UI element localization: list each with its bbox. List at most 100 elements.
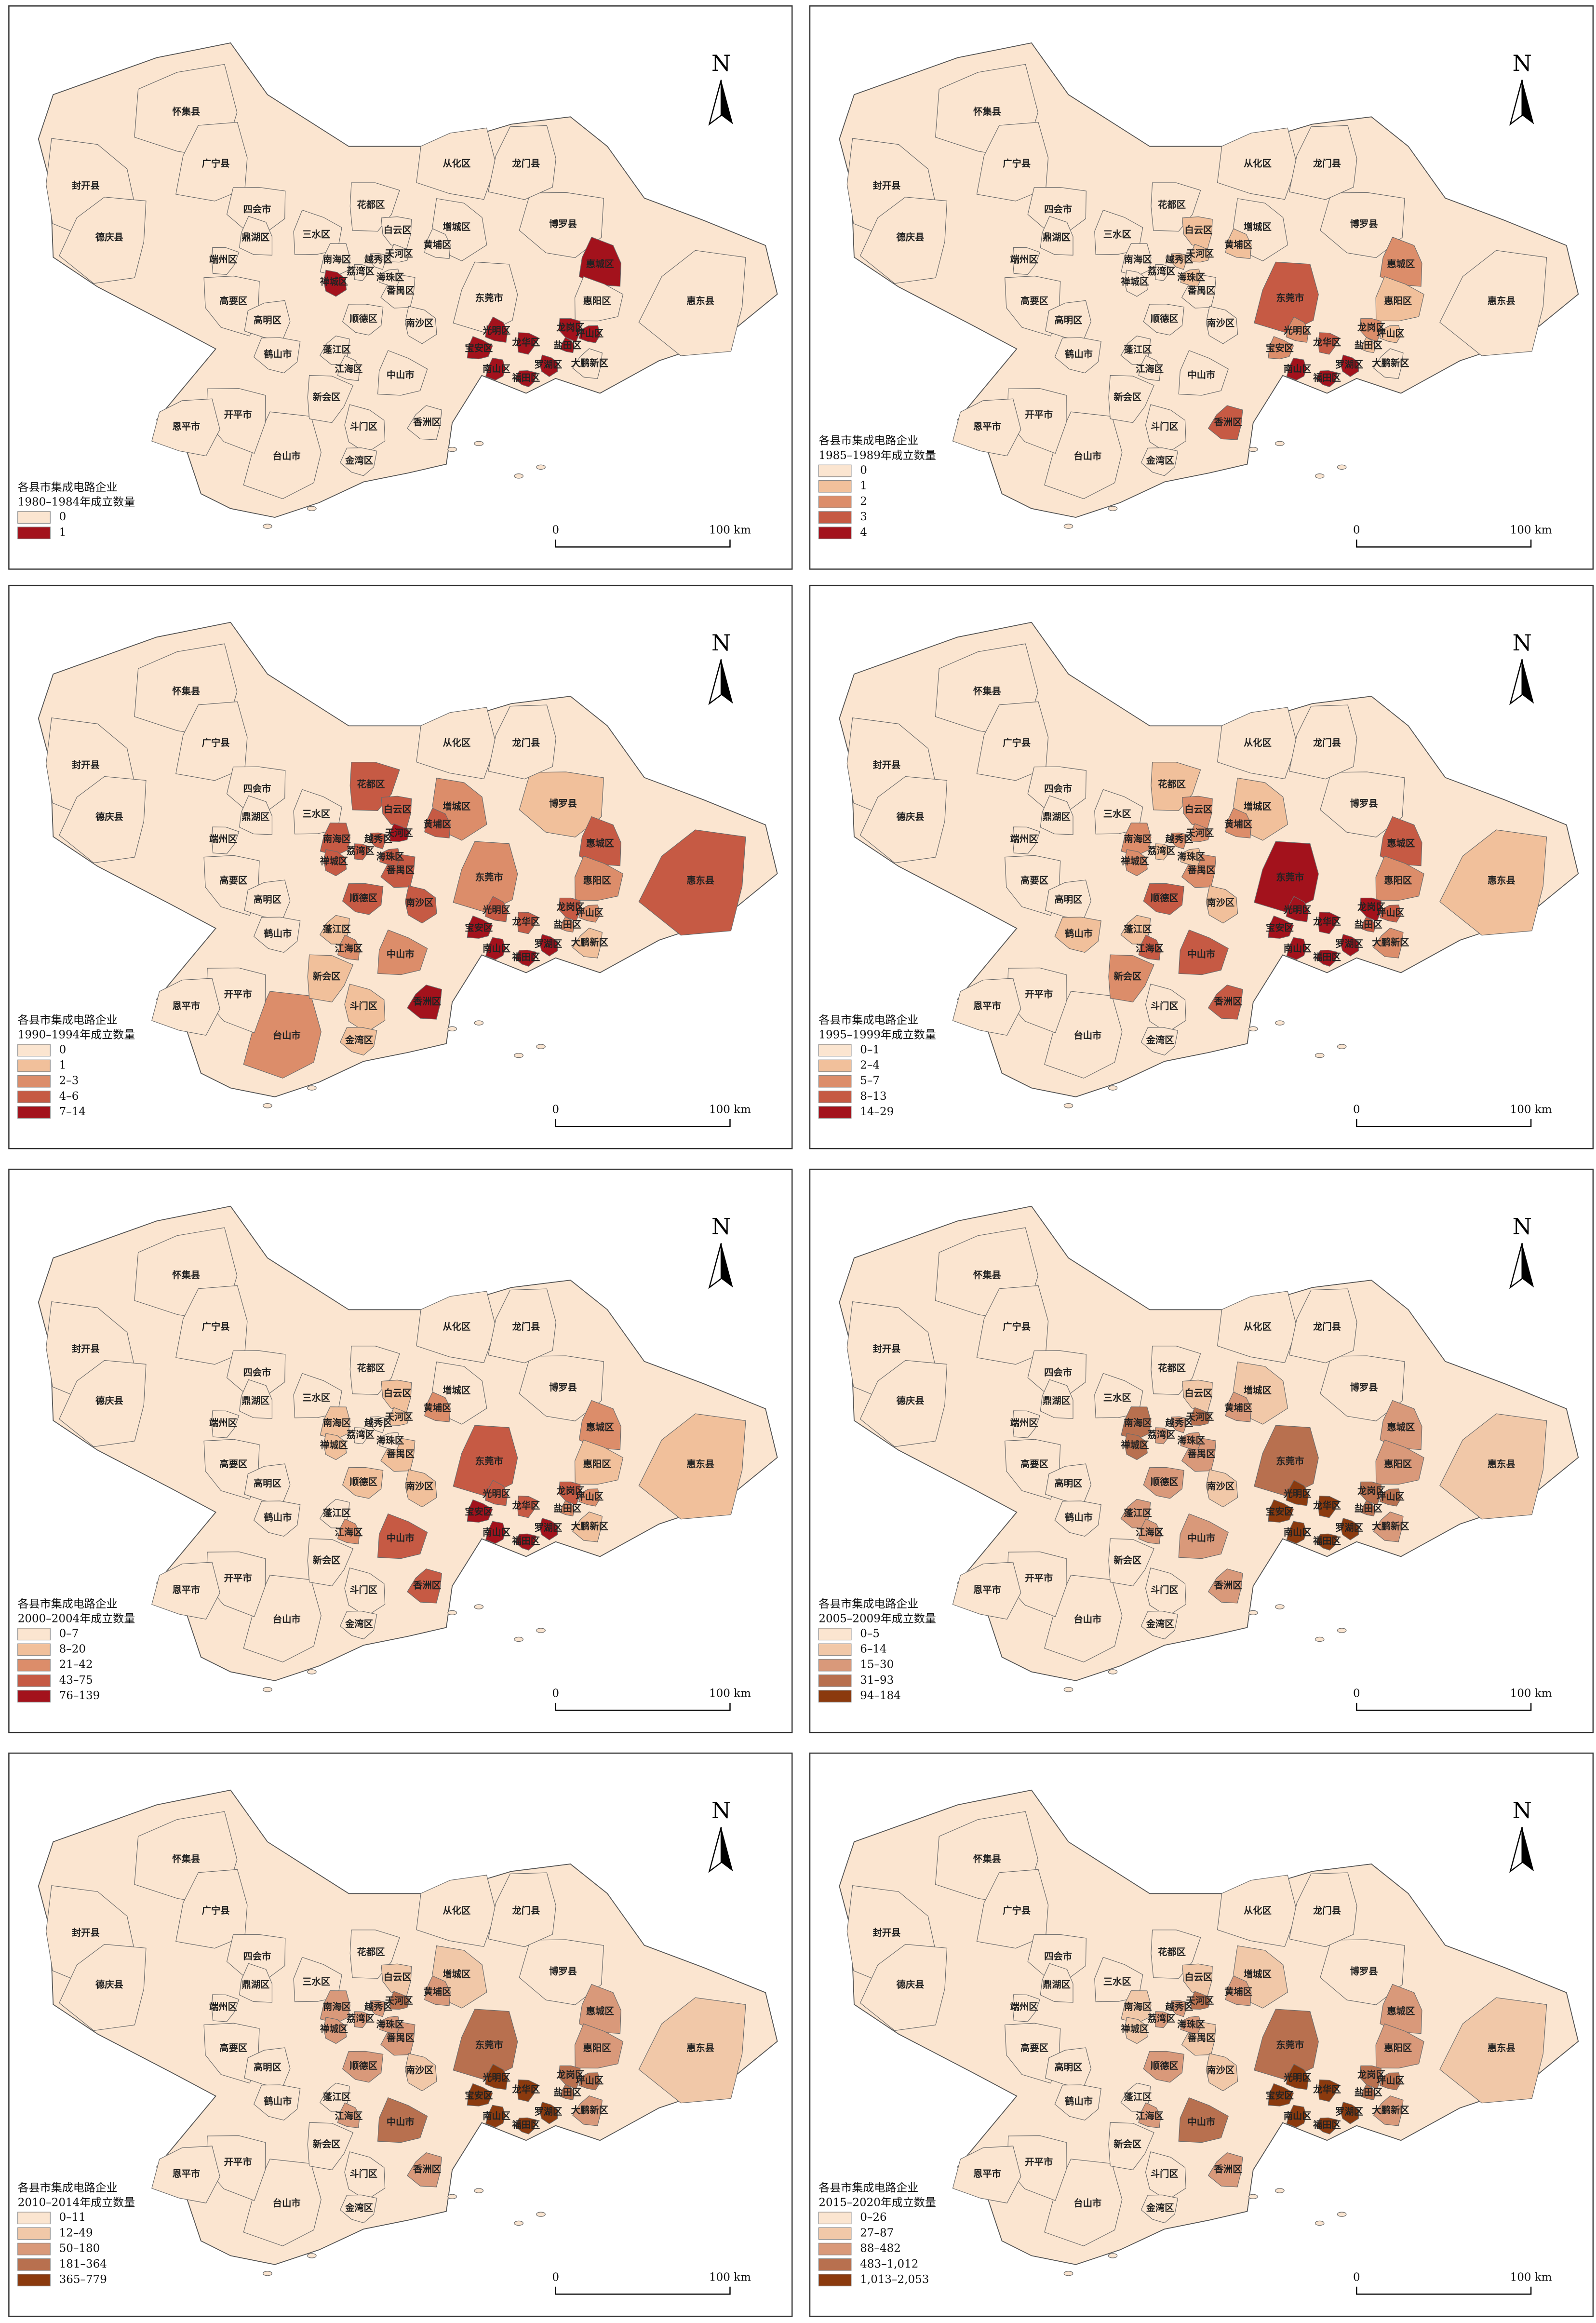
north-label: N [1513,1214,1532,1240]
legend-swatch [818,1628,852,1641]
scale-bar [555,540,731,548]
district [1439,1997,1547,2104]
district [1340,2102,1359,2124]
place-label: 南山区 [483,2110,510,2121]
district [1138,355,1161,381]
district [1178,2097,1229,2143]
legend-label: 2 [860,495,867,508]
place-label: 龙门县 [1313,737,1341,748]
place-label: 惠阳区 [583,875,611,886]
district [424,1391,451,1422]
legend-title: 各县市集成电路企业 [18,481,118,494]
place-label: 端州区 [1010,1417,1038,1428]
district [1254,841,1319,913]
place-label: 禅城区 [1121,2023,1149,2034]
place-label: 南沙区 [1207,2065,1234,2076]
place-label: 从化区 [1244,1321,1272,1332]
place-label: 台山市 [1073,450,1101,461]
legend-label: 1 [59,1059,67,1071]
legend-label: 4 [860,526,867,539]
place-label: 香洲区 [413,2164,441,2175]
legend-swatch [17,2227,51,2240]
legend-label: 1 [860,480,867,492]
place-label: 惠城区 [586,2006,614,2017]
island [307,506,317,511]
place-label: 惠东县 [1488,1459,1516,1470]
legend-swatch [17,511,51,524]
legend-label: 8–20 [59,1643,86,1655]
district [339,2194,377,2224]
place-label: 博罗县 [1350,1382,1378,1393]
place-label: 蓬江区 [323,1507,351,1518]
island [536,2212,546,2217]
place-label: 荔湾区 [1148,2013,1176,2024]
place-label: 南山区 [1284,2110,1312,2121]
place-label: 福田区 [511,2120,540,2131]
place-label: 鼎湖区 [241,232,269,243]
district [578,1984,621,2034]
district [344,2151,386,2201]
legend-label: 0 [860,464,867,477]
district [1145,404,1186,454]
place-label: 天河区 [385,1995,413,2006]
district [239,1963,273,2003]
place-label: 金湾区 [345,1034,373,1045]
district [976,1869,1049,1949]
place-label: 鹤山市 [1065,349,1093,360]
place-label: 禅城区 [320,1439,348,1450]
place-label: 大鹏新区 [1372,1521,1409,1532]
district [484,896,508,922]
place-label: 惠城区 [1387,258,1415,270]
island [447,1026,457,1032]
district [1286,1521,1307,1544]
district [353,264,371,281]
district [379,269,401,287]
place-label: 大鹏新区 [571,2105,608,2116]
place-label: 怀集县 [172,1270,200,1281]
place-label: 南山区 [1284,1526,1312,1538]
place-label: 福田区 [511,1536,540,1547]
district [1012,247,1041,275]
place-label: 龙华区 [1313,337,1341,348]
place-label: 顺德区 [1151,2060,1179,2071]
district [1171,1416,1187,1433]
legend-title: 各县市集成电路企业 [818,434,918,447]
district [339,447,377,476]
scale-label: 0 [1353,1103,1360,1116]
place-label: 高明区 [1055,314,1083,325]
place-label: 高明区 [254,314,282,325]
legend-swatch [17,1106,51,1119]
place-label: 光明区 [482,905,510,916]
district [519,771,604,837]
district [211,1410,240,1438]
legend-label: 3 [860,511,867,523]
district [578,2072,601,2091]
place-label: 大鹏新区 [1372,2105,1409,2116]
legend-label: 2–4 [860,1059,880,1071]
legend-label: 43–75 [59,1674,93,1687]
place-label: 高要区 [219,2042,247,2053]
place-label: 惠阳区 [1384,2042,1412,2053]
place-label: 海珠区 [1177,271,1205,283]
place-label: 台山市 [273,1030,301,1041]
district [514,949,537,967]
place-label: 坪山区 [576,328,604,339]
district [976,1285,1049,1365]
island [1108,2253,1118,2258]
place-label: 恩平市 [973,421,1001,432]
scale-label: 100 km [709,1103,751,1116]
place-label: 江海区 [335,364,363,375]
place-label: 番禺区 [1187,864,1215,876]
place-label: 端州区 [1010,2001,1038,2012]
district [175,122,248,202]
district [1318,2079,1340,2102]
district [1320,1939,1405,2005]
place-label: 盐田区 [1355,1503,1382,1514]
place-label: 恩平市 [172,1584,200,1595]
place-label: 南沙区 [406,317,434,328]
place-label: 德庆县 [897,232,925,243]
district [377,350,428,396]
district [1361,2084,1376,2100]
district [342,304,384,336]
place-label: 龙岗区 [556,2069,584,2080]
